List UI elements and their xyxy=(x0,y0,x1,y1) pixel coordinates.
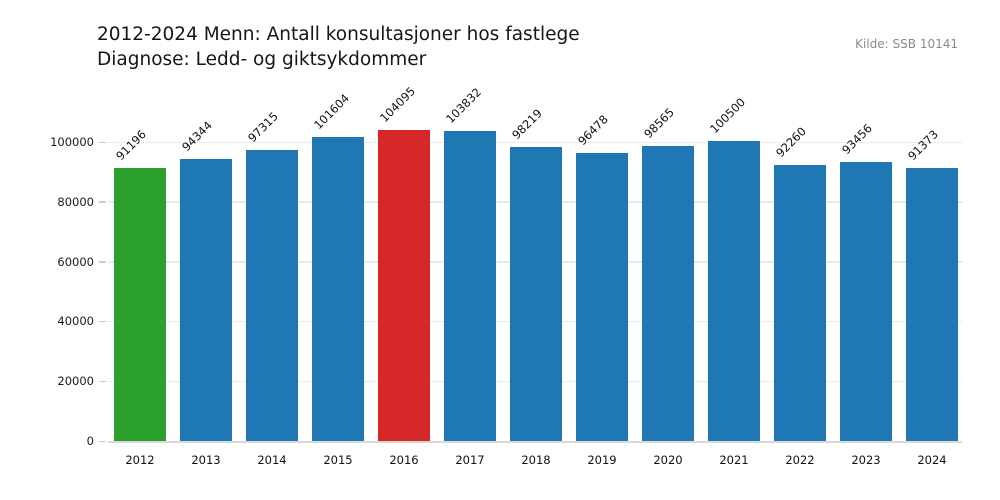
bar-2015 xyxy=(312,137,364,441)
y-tick-label-40000: 40000 xyxy=(57,314,94,329)
x-tick-label-2013: 2013 xyxy=(191,453,221,467)
value-label-2018: 98219 xyxy=(509,106,545,143)
value-label-2014: 97315 xyxy=(245,109,281,146)
y-tick-60000 xyxy=(99,261,106,263)
bar-2019 xyxy=(576,152,628,441)
x-tick-label-2024: 2024 xyxy=(917,453,947,467)
bar-2017 xyxy=(444,130,496,441)
x-tick-label-2018: 2018 xyxy=(521,453,551,467)
y-tick-100000 xyxy=(99,141,106,143)
bar-2023 xyxy=(840,161,892,441)
y-tick-label-20000: 20000 xyxy=(57,374,94,389)
x-tick-label-2023: 2023 xyxy=(851,453,881,467)
value-label-2017: 103832 xyxy=(443,84,485,126)
x-tick-label-2021: 2021 xyxy=(719,453,749,467)
value-label-2015: 101604 xyxy=(311,91,353,133)
x-tick-label-2020: 2020 xyxy=(653,453,683,467)
x-tick-label-2022: 2022 xyxy=(785,453,815,467)
gridline-100000 xyxy=(108,141,962,143)
plot-area: 0 20000 40000 60000 80000 100000 91196 2012 9434… xyxy=(50,83,962,467)
source-label: Kilde: SSB 10141 xyxy=(855,37,958,51)
value-label-2021: 100500 xyxy=(707,94,749,136)
value-label-2012: 91196 xyxy=(113,127,149,164)
y-tick-0 xyxy=(99,440,106,442)
chart-title-line2: Diagnose: Ledd- og giktsykdommer xyxy=(97,49,427,70)
y-tick-20000 xyxy=(99,380,106,383)
bar-2020 xyxy=(642,146,694,441)
bar-2016 xyxy=(378,129,430,441)
chart-title-line1: 2012-2024 Menn: Antall konsultasjoner ho… xyxy=(97,24,580,45)
bar-2014 xyxy=(246,150,298,441)
chart-title: 2012-2024 Menn: Antall konsultasjoner ho… xyxy=(97,22,580,72)
bar-2021 xyxy=(708,140,760,441)
bar-2024 xyxy=(906,167,958,441)
bar-2022 xyxy=(774,165,826,441)
value-label-2024: 91373 xyxy=(905,127,941,163)
y-tick-40000 xyxy=(99,320,106,323)
y-tick-label-60000: 60000 xyxy=(57,254,94,269)
x-tick-label-2017: 2017 xyxy=(455,453,485,467)
x-tick-label-2012: 2012 xyxy=(125,453,155,467)
x-tick-label-2016: 2016 xyxy=(389,453,419,467)
y-tick-label-100000: 100000 xyxy=(50,135,94,149)
value-label-2023: 93456 xyxy=(839,120,875,157)
value-label-2013: 94344 xyxy=(179,118,215,154)
value-label-2020: 98565 xyxy=(641,105,677,142)
y-tick-80000 xyxy=(99,201,106,203)
bar-2018 xyxy=(510,147,562,441)
x-tick-label-2014: 2014 xyxy=(257,453,287,467)
x-tick-label-2015: 2015 xyxy=(323,453,353,467)
x-tick-label-2019: 2019 xyxy=(587,453,617,467)
y-tick-label-0: 0 xyxy=(86,434,94,448)
y-tick-label-80000: 80000 xyxy=(57,194,94,209)
bar-2012 xyxy=(114,168,166,441)
value-label-2016: 104095 xyxy=(377,83,419,125)
bar-2013 xyxy=(180,158,232,441)
